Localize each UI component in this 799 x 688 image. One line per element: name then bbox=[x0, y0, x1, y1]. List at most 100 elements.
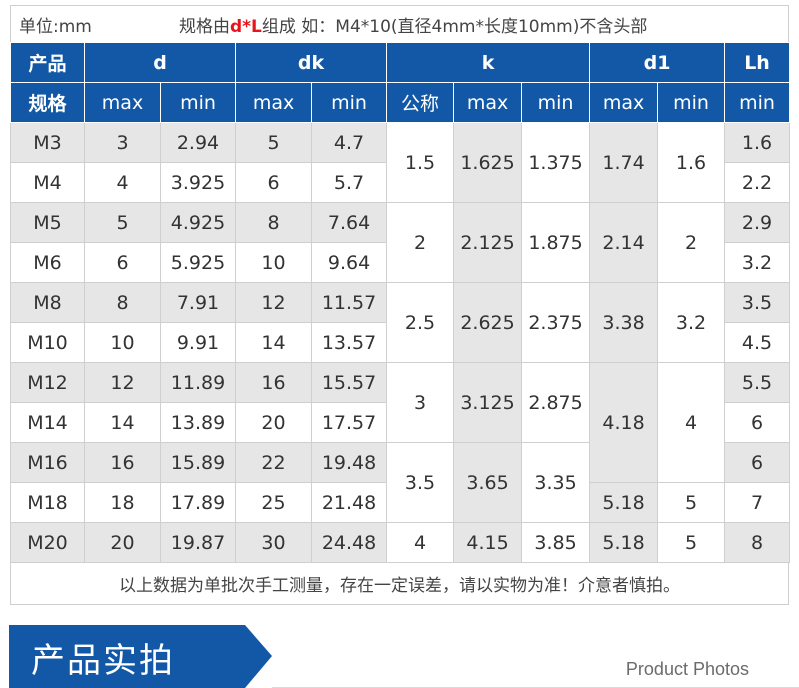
cell-spec: M6 bbox=[10, 242, 85, 283]
table-row: M5 5 4.925 8 7.64 2 2.125 1.875 2.14 2 2… bbox=[10, 202, 791, 283]
header-group-dk: dk bbox=[235, 42, 388, 83]
cell-d1-max: 4.18 bbox=[589, 362, 659, 483]
product-photos-section: 产品实拍 Product Photos bbox=[9, 625, 799, 688]
spec-prefix: 规格由 bbox=[179, 16, 230, 37]
cell-dk-min: 15.57 bbox=[311, 362, 388, 403]
cell-k-nominal: 1.5 bbox=[386, 122, 455, 203]
cell-dk-max: 5 bbox=[235, 122, 313, 163]
header-group-d: d bbox=[83, 42, 237, 83]
cell-lh-min: 2.9 bbox=[724, 202, 791, 243]
cell-lh-min: 1.6 bbox=[724, 122, 791, 163]
table-row: M16 16 15.89 22 19.48 3.5 3.65 3.35 6 bbox=[10, 442, 791, 523]
cell-lh-min: 7 bbox=[724, 482, 791, 523]
cell-lh-min: 4.5 bbox=[724, 322, 791, 363]
header-group-lh: Lh bbox=[724, 42, 791, 83]
cell-dk-min: 21.48 bbox=[311, 482, 388, 523]
cell-k-min: 1.375 bbox=[521, 122, 591, 203]
header-group-k: k bbox=[386, 42, 591, 83]
cell-d-max: 18 bbox=[84, 482, 161, 523]
table-header: 产品 d dk k d1 Lh 规格 max min max min 公称 ma… bbox=[10, 42, 791, 123]
cell-lh-min: 8 bbox=[724, 522, 791, 563]
header-k-min: min bbox=[521, 82, 591, 123]
header-dk-max: max bbox=[235, 82, 313, 123]
cell-dk-max: 6 bbox=[235, 162, 313, 203]
cell-dk-min: 24.48 bbox=[311, 522, 388, 563]
cell-d-min: 11.89 bbox=[159, 362, 237, 403]
spec-highlight: d*L bbox=[230, 16, 262, 37]
header-k-nominal: 公称 bbox=[386, 82, 455, 123]
table-body: M3 3 2.94 5 4.7 1.5 1.625 1.375 1.74 1.6… bbox=[10, 122, 791, 563]
cell-k-nominal: 4 bbox=[386, 522, 455, 563]
cell-dk-max: 22 bbox=[235, 442, 313, 483]
cell-d-max: 8 bbox=[84, 282, 161, 323]
cell-lh-min: 6 bbox=[724, 442, 791, 483]
table-row: M18 18 17.89 25 21.48 5.18 5 7 bbox=[10, 482, 791, 523]
cell-lh-min: 2.2 bbox=[724, 162, 791, 203]
cell-d-min: 4.925 bbox=[159, 202, 237, 243]
spec-table: 产品 d dk k d1 Lh 规格 max min max min 公称 ma… bbox=[10, 42, 791, 563]
header-product: 产品 bbox=[10, 42, 85, 83]
cell-dk-max: 14 bbox=[235, 322, 313, 363]
cell-d-min: 17.89 bbox=[159, 482, 237, 523]
cell-lh-min: 6 bbox=[724, 402, 791, 443]
cell-d-max: 16 bbox=[84, 442, 161, 483]
cell-k-min: 2.375 bbox=[521, 282, 591, 363]
cell-k-min: 2.875 bbox=[521, 362, 591, 443]
cell-d-max: 10 bbox=[84, 322, 161, 363]
cell-dk-min: 4.7 bbox=[311, 122, 388, 163]
cell-d1-max: 3.38 bbox=[589, 282, 659, 363]
header-spec: 规格 bbox=[10, 82, 85, 123]
cell-d1-max: 2.14 bbox=[589, 202, 659, 283]
cell-lh-min: 5.5 bbox=[724, 362, 791, 403]
cell-d1-min: 2 bbox=[657, 202, 726, 283]
cell-dk-max: 30 bbox=[235, 522, 313, 563]
cell-d-min: 9.91 bbox=[159, 322, 237, 363]
cell-lh-min: 3.2 bbox=[724, 242, 791, 283]
table-row: M14 14 13.89 20 17.57 6 bbox=[10, 402, 791, 443]
cell-d-min: 3.925 bbox=[159, 162, 237, 203]
table-row: M3 3 2.94 5 4.7 1.5 1.625 1.375 1.74 1.6… bbox=[10, 122, 791, 203]
cell-d-max: 20 bbox=[84, 522, 161, 563]
cell-k-max: 3.65 bbox=[453, 442, 523, 523]
cell-k-max: 1.625 bbox=[453, 122, 523, 203]
cell-d-max: 3 bbox=[84, 122, 161, 163]
table-row: M10 10 9.91 14 13.57 4.5 bbox=[10, 322, 791, 363]
cell-d1-min: 5 bbox=[657, 482, 726, 523]
spec-sheet: 单位:mm 规格由d*L组成 如：M4*10(直径4mm*长度10mm)不含头部… bbox=[10, 5, 791, 605]
unit-label: 单位:mm bbox=[19, 16, 92, 37]
table-row: M4 4 3.925 6 5.7 2.2 bbox=[10, 162, 791, 203]
cell-d-min: 7.91 bbox=[159, 282, 237, 323]
cell-d-min: 15.89 bbox=[159, 442, 237, 483]
cell-d-max: 5 bbox=[84, 202, 161, 243]
header-d1-min: min bbox=[657, 82, 726, 123]
section-banner: 产品实拍 bbox=[9, 625, 272, 688]
cell-dk-max: 12 bbox=[235, 282, 313, 323]
cell-spec: M12 bbox=[10, 362, 85, 403]
table-row: M20 20 19.87 30 24.48 4 4.15 3.85 5.18 5… bbox=[10, 522, 791, 563]
cell-d1-min: 5 bbox=[657, 522, 726, 563]
cell-spec: M18 bbox=[10, 482, 85, 523]
cell-lh-min: 3.5 bbox=[724, 282, 791, 323]
cell-k-nominal: 3.5 bbox=[386, 442, 455, 523]
spec-description: 规格由d*L组成 如：M4*10(直径4mm*长度10mm)不含头部 bbox=[179, 12, 647, 37]
header-lh-min: min bbox=[724, 82, 791, 123]
cell-dk-max: 16 bbox=[235, 362, 313, 403]
cell-d1-min: 3.2 bbox=[657, 282, 726, 363]
cell-dk-max: 8 bbox=[235, 202, 313, 243]
cell-d-max: 6 bbox=[84, 242, 161, 283]
header-k-max: max bbox=[453, 82, 523, 123]
table-row: M12 12 11.89 16 15.57 3 3.125 2.875 4.18… bbox=[10, 362, 791, 483]
cell-dk-max: 25 bbox=[235, 482, 313, 523]
cell-k-nominal: 3 bbox=[386, 362, 455, 443]
cell-dk-min: 13.57 bbox=[311, 322, 388, 363]
section-title: 产品实拍 bbox=[31, 641, 175, 681]
section-subtitle: Product Photos bbox=[625, 659, 749, 679]
cell-dk-max: 20 bbox=[235, 402, 313, 443]
header-d1-max: max bbox=[589, 82, 659, 123]
cell-k-min: 1.875 bbox=[521, 202, 591, 283]
cell-k-max: 2.125 bbox=[453, 202, 523, 283]
table-row: M8 8 7.91 12 11.57 2.5 2.625 2.375 3.38 … bbox=[10, 282, 791, 363]
cell-d1-min: 1.6 bbox=[657, 122, 726, 203]
header-d-min: min bbox=[159, 82, 237, 123]
cell-dk-min: 17.57 bbox=[311, 402, 388, 443]
